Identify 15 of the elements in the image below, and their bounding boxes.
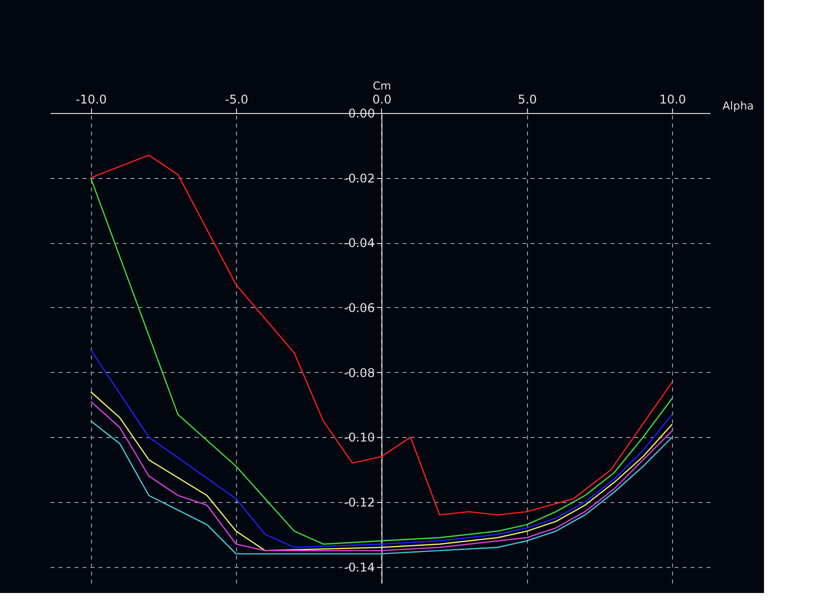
x-tick-label: -5.0 [224, 92, 248, 106]
x-tick-label: 0.0 [372, 92, 392, 106]
x-tick-label: 5.0 [518, 92, 537, 106]
y-tick-label: -0.14 [344, 560, 375, 574]
x-axis-title: Alpha [722, 100, 754, 112]
y-axis-title: Cm [372, 80, 392, 92]
y-tick-label: -0.02 [344, 171, 375, 186]
y-tick-label: -0.10 [344, 430, 375, 445]
x-tick-label: 10.0 [659, 92, 686, 106]
y-tick-label: -0.12 [344, 495, 375, 510]
y-tick-label: -0.04 [344, 236, 375, 250]
y-tick-label: -0.06 [344, 300, 375, 315]
y-tick-label: -0.08 [344, 366, 375, 380]
x-tick-label: -10.0 [76, 92, 107, 106]
line-series [90, 349, 673, 548]
